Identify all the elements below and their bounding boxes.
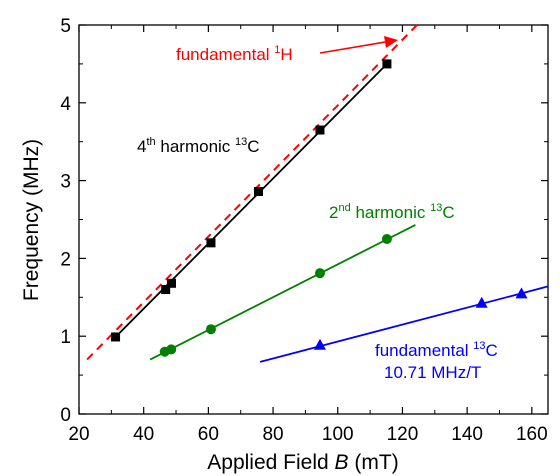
axes-layer: 20 40 60 80 100 120 140 160 0 1 2 3 4 5: [60, 16, 549, 445]
point-h4: [254, 186, 264, 196]
fit-line-h4: [114, 63, 388, 338]
point-h4: [382, 59, 392, 69]
y-axis-label: Frequency (MHz): [20, 139, 43, 301]
x-tick-label: 20: [68, 424, 89, 445]
annotation-arrow: [319, 36, 398, 54]
annotation-slope: 10.71 MHz/T: [384, 363, 481, 382]
annotation-fundamental-13c: fundamental 13C: [375, 340, 498, 360]
x-tick-label: 100: [322, 424, 354, 445]
point-h2: [314, 268, 325, 279]
x-tick-label: 140: [451, 424, 483, 445]
annotation-fundamental-1h: fundamental 1H: [176, 44, 293, 64]
point-h4: [111, 332, 121, 342]
y-tick-label: 1: [60, 327, 71, 348]
x-tick-label: 40: [133, 424, 154, 445]
point-h4: [315, 125, 325, 135]
annotation-2nd-harmonic: 2nd harmonic 13C: [329, 202, 455, 222]
x-tick-label: 160: [516, 424, 548, 445]
annotation-4th-harmonic: 4th harmonic 13C: [137, 136, 260, 156]
fit-line-h2: [149, 224, 416, 361]
y-tick-label: 3: [60, 172, 71, 193]
fit-line-f13: [259, 285, 549, 363]
fundamental-1h-line: [86, 24, 418, 361]
point-h2: [205, 324, 216, 335]
y-tick-label: 0: [60, 405, 71, 426]
x-tick-label: 80: [262, 424, 283, 445]
point-h4: [167, 278, 177, 288]
point-h4: [206, 238, 216, 248]
plot-frame: [78, 24, 549, 415]
point-f13: [313, 338, 326, 350]
fit-lines-layer: [86, 24, 549, 363]
point-h2: [166, 344, 177, 355]
x-tick-label: 120: [387, 424, 419, 445]
x-tick-label: 60: [198, 424, 219, 445]
point-h2: [381, 233, 392, 244]
point-f13: [475, 296, 488, 308]
point-h4: [161, 285, 171, 295]
data-points-layer: [111, 59, 528, 357]
y-tick-label: 5: [60, 16, 71, 37]
y-tick-label: 2: [60, 249, 71, 270]
point-f13: [515, 287, 528, 299]
x-axis-label: Applied Field B (mT): [207, 451, 398, 474]
y-tick-label: 4: [60, 94, 71, 115]
